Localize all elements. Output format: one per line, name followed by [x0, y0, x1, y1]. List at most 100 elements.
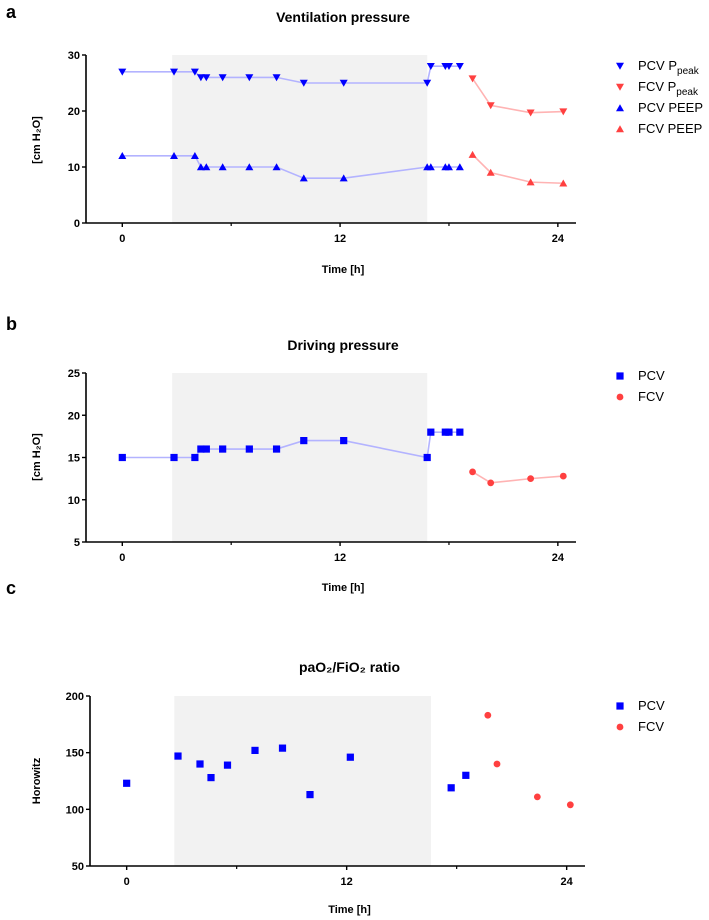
legend-marker: [616, 372, 624, 380]
data-point: [469, 468, 476, 476]
x-tick-label: 0: [124, 876, 130, 888]
x-tick-label: 12: [334, 552, 346, 564]
y-axis-label: [cm H₂O]: [31, 433, 43, 481]
legend-marker: [616, 702, 624, 710]
data-point: [423, 453, 431, 462]
y-tick-label: 50: [72, 861, 84, 873]
y-tick-label: 15: [68, 453, 80, 465]
legend-entry: FCV: [616, 389, 664, 404]
panel-a: a Ventilation pressure 0 10 20 30 0 12 24 Time [h…: [6, 2, 703, 276]
legend-entry: FCV PEEP: [616, 121, 702, 136]
data-point: [559, 108, 568, 116]
data-point: [484, 711, 492, 719]
legend-entry: PCV Ppeak: [616, 58, 700, 77]
series-pcv-p-peak: [118, 63, 464, 87]
data-point: [197, 445, 205, 453]
legend-subscript: peak: [676, 87, 699, 98]
data-point: [245, 445, 253, 453]
y-tick-label: 0: [74, 218, 80, 230]
data-point: [306, 791, 314, 799]
data-point: [300, 437, 308, 445]
data-point: [174, 752, 182, 760]
y-axis-label: [cm H₂O]: [31, 116, 43, 164]
x-tick-label: 0: [119, 233, 125, 245]
legend-label: PCV PEEP: [638, 100, 703, 115]
data-point: [219, 445, 227, 453]
data-point: [251, 746, 259, 754]
panel-c: c paO₂/FiO₂ ratio 50 100 150 200 0 12 24 Time [h]…: [6, 578, 665, 916]
chart-title: paO₂/FiO₂ ratio: [299, 659, 400, 675]
panel-label: c: [6, 578, 16, 598]
shaded-interval: [174, 696, 432, 866]
series-fcv-peep: [468, 150, 568, 187]
data-point: [190, 68, 199, 76]
data-point: [426, 163, 435, 171]
data-point: [202, 163, 211, 171]
panel-b: b Driving pressure 5 10 15 20 25 0 12 24 Time [h] […: [6, 314, 665, 594]
x-tick-label: 24: [552, 233, 565, 245]
shaded-interval: [172, 373, 428, 542]
x-tick-label: 12: [341, 876, 353, 888]
data-point: [486, 102, 495, 110]
data-point: [299, 79, 308, 87]
data-point: [346, 753, 354, 761]
data-point: [118, 453, 126, 462]
chart-title: Ventilation pressure: [276, 9, 410, 25]
data-point: [447, 784, 455, 792]
data-point: [526, 109, 535, 117]
data-point: [272, 163, 281, 171]
legend-marker: [616, 104, 624, 112]
data-point: [468, 75, 477, 83]
legend-label: PCV: [638, 368, 665, 383]
x-tick-label: 24: [552, 552, 565, 564]
legend-label: PCV Ppeak: [638, 58, 700, 77]
series-pcv: [118, 428, 464, 462]
legend-entry: FCV Ppeak: [616, 79, 699, 98]
data-point: [456, 428, 464, 436]
data-point: [218, 163, 227, 171]
data-point: [427, 428, 435, 436]
data-point: [272, 74, 281, 82]
panel-label: b: [6, 314, 17, 334]
data-point: [339, 174, 348, 182]
data-point: [423, 79, 432, 87]
data-point: [190, 152, 199, 159]
data-point: [526, 178, 535, 186]
legend-marker: [616, 62, 624, 70]
series-pcv-peep: [118, 152, 464, 182]
y-tick-label: 25: [68, 368, 80, 380]
data-point: [444, 63, 453, 70]
data-point: [202, 445, 210, 453]
y-tick-label: 150: [66, 748, 84, 760]
data-point: [455, 63, 464, 70]
x-axis-label: Time [h]: [322, 264, 365, 276]
data-point: [278, 744, 287, 752]
data-point: [196, 74, 205, 82]
data-point: [340, 437, 348, 445]
data-point: [486, 168, 495, 176]
legend-marker: [616, 393, 624, 401]
data-point: [245, 74, 254, 82]
data-point: [170, 152, 179, 159]
y-tick-label: 10: [68, 162, 80, 174]
y-tick-label: 20: [68, 410, 80, 422]
legend-label: FCV Ppeak: [638, 79, 699, 98]
y-tick-label: 100: [66, 804, 84, 816]
data-point: [559, 472, 567, 480]
legend-marker: [616, 83, 624, 91]
data-point: [202, 74, 211, 82]
series-line: [472, 471, 564, 484]
legend-entry: FCV: [616, 719, 664, 734]
data-point: [191, 453, 199, 462]
data-point: [245, 163, 254, 171]
data-point: [339, 79, 348, 87]
y-tick-label: 30: [68, 50, 80, 62]
y-tick-label: 5: [74, 537, 80, 549]
legend-marker: [616, 125, 624, 133]
data-point: [455, 163, 464, 171]
series-line: [471, 78, 564, 114]
data-point: [566, 801, 574, 809]
legend-marker: [616, 723, 624, 731]
data-point: [196, 163, 205, 171]
